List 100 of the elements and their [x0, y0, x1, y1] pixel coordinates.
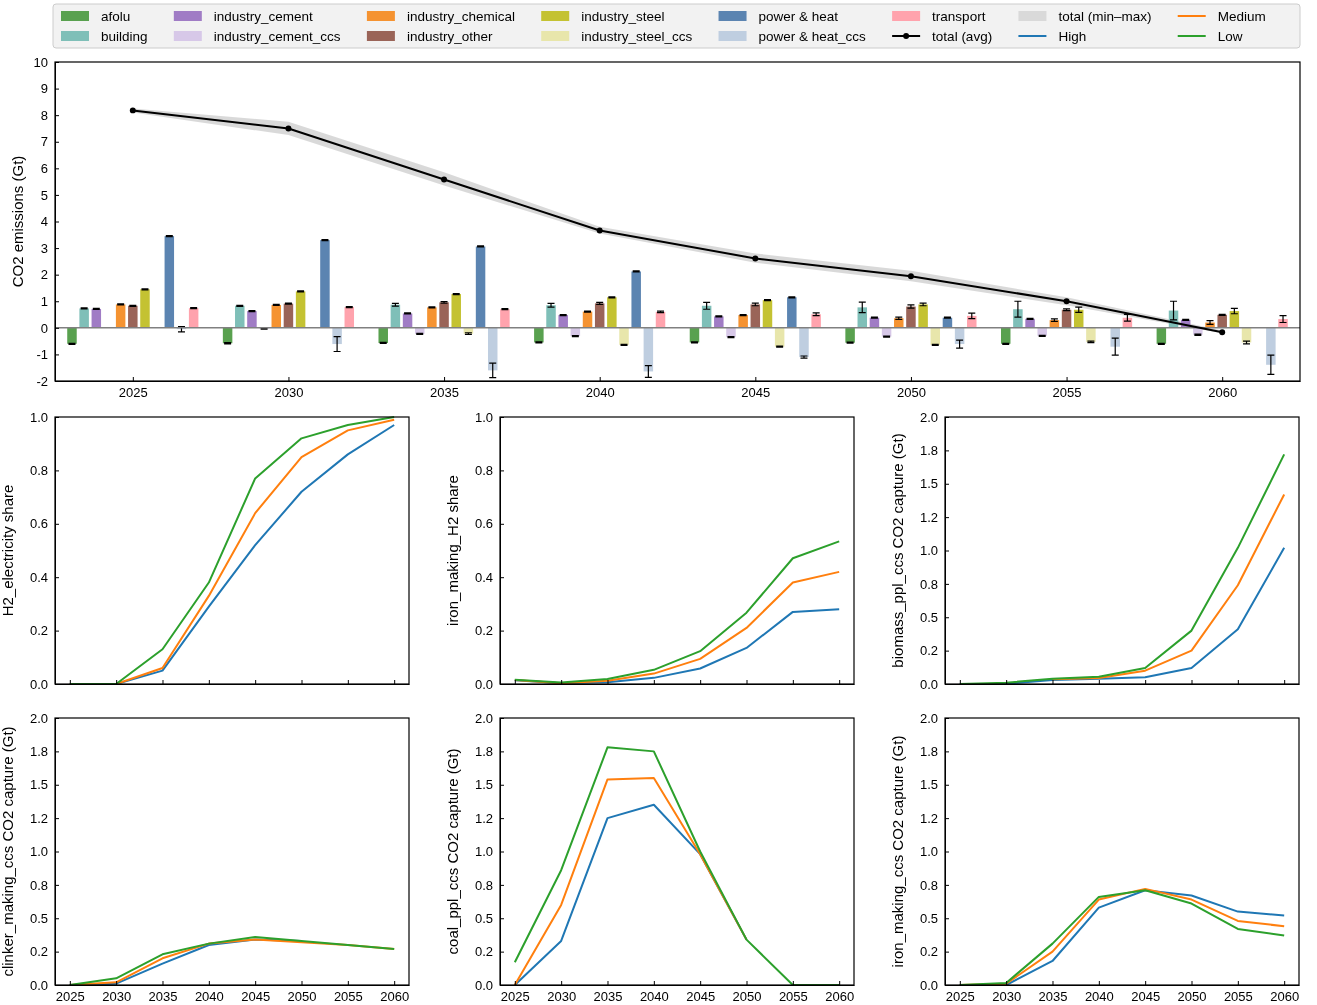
x-tick-label: 2055: [778, 989, 808, 1005]
y-tick-label: 0.5: [919, 910, 938, 926]
y-tick-label: 1.0: [29, 409, 48, 425]
y-axis-title: clinker_making_ccs CO2 capture (Gt): [0, 726, 16, 977]
x-tick-label: 2050: [732, 989, 762, 1005]
legend-label: industry_chemical: [406, 9, 515, 24]
x-tick-label: 2050: [1177, 989, 1207, 1005]
x-tick-label: 2040: [639, 989, 669, 1005]
legend-label: total (min–max): [1058, 9, 1152, 24]
x-tick-label: 2045: [686, 989, 716, 1005]
x-tick-label: 2035: [1038, 989, 1068, 1005]
y-tick-label: 4: [40, 214, 48, 230]
y-tick-label: 0.2: [474, 623, 493, 639]
y-tick-label: 0.5: [29, 910, 48, 926]
legend-label: total (avg): [932, 29, 993, 44]
y-axis-title: coal_ppl_ccs CO2 capture (Gt): [444, 748, 461, 955]
y-tick-label: 2.0: [29, 710, 48, 726]
y-tick-label: 1.5: [474, 777, 493, 793]
y-tick-label: 0.0: [474, 676, 493, 692]
x-tick-label: 2040: [1084, 989, 1114, 1005]
x-tick-label: 2030: [992, 989, 1022, 1005]
y-tick-label: 0.2: [919, 643, 938, 659]
y-tick-label: 1.5: [29, 777, 48, 793]
y-tick-label: 0.6: [474, 516, 493, 532]
y-tick-label: 1.0: [474, 844, 493, 860]
y-tick-label: 1.0: [919, 844, 938, 860]
y-tick-label: 9: [40, 81, 48, 97]
x-tick-label: 2030: [547, 989, 577, 1005]
legend-label: industry_steel: [581, 9, 665, 24]
x-tick-label: 2050: [287, 989, 317, 1005]
x-tick-label: 2025: [55, 989, 85, 1005]
legend-label: industry_cement: [213, 9, 314, 24]
y-tick-label: 1.8: [474, 744, 493, 760]
y-tick-label: 2.0: [919, 710, 938, 726]
x-tick-label: 2035: [148, 989, 178, 1005]
y-axis-title: biomass_ppl_ccs CO2 capture (Gt): [889, 433, 906, 668]
legend-label: Medium: [1217, 9, 1266, 24]
y-tick-label: 1.2: [919, 810, 938, 826]
y-tick-label: 0.2: [29, 623, 48, 639]
y-tick-label: 1.8: [29, 744, 48, 760]
y-tick-label: 10: [33, 54, 48, 70]
legend-label: industry_cement_ccs: [213, 29, 341, 44]
y-tick-label: 7: [40, 134, 48, 150]
y-tick-label: 1.2: [474, 810, 493, 826]
y-tick-label: 6: [40, 160, 48, 176]
x-tick-label: 2040: [194, 989, 224, 1005]
x-tick-label: 2055: [1223, 989, 1253, 1005]
y-tick-label: 0.6: [29, 516, 48, 532]
y-tick-label: 0.0: [919, 977, 938, 993]
y-tick-label: 0.2: [919, 944, 938, 960]
y-tick-label: 0.8: [29, 877, 48, 893]
y-tick-label: 1.8: [919, 443, 938, 459]
x-tick-label: 2035: [430, 385, 460, 401]
y-tick-label: 1.0: [919, 543, 938, 559]
x-tick-label: 2060: [1208, 385, 1238, 401]
x-tick-label: 2045: [241, 989, 271, 1005]
y-tick-label: 1.0: [474, 409, 493, 425]
y-tick-label: 3: [40, 240, 48, 256]
y-tick-label: 1.2: [29, 810, 48, 826]
x-tick-label: 2050: [896, 385, 926, 401]
y-tick-label: 1.5: [919, 777, 938, 793]
y-tick-label: 0.8: [919, 877, 938, 893]
y-tick-label: 1.5: [919, 476, 938, 492]
x-tick-label: 2055: [1052, 385, 1082, 401]
y-tick-label: 0.0: [29, 676, 48, 692]
y-tick-label: 0.8: [29, 463, 48, 479]
y-tick-label: 2.0: [919, 409, 938, 425]
y-tick-label: 0.2: [29, 944, 48, 960]
y-tick-label: 1.2: [919, 509, 938, 525]
y-tick-label: 0.0: [919, 676, 938, 692]
x-tick-label: 2060: [825, 989, 855, 1005]
y-tick-label: 1.0: [29, 844, 48, 860]
x-tick-label: 2060: [380, 989, 410, 1005]
y-tick-label: 0.4: [474, 569, 493, 585]
y-tick-label: 2.0: [474, 710, 493, 726]
y-tick-label: -1: [36, 347, 48, 363]
legend-label: building: [101, 29, 148, 44]
legend-label: industry_steel_ccs: [581, 29, 693, 44]
legend-label: transport: [932, 9, 986, 24]
y-tick-label: 0.8: [919, 576, 938, 592]
y-axis-title: iron_making_ccs CO2 capture (Gt): [889, 735, 906, 968]
legend-label: Low: [1217, 29, 1243, 44]
legend-label: power & heat: [758, 9, 839, 24]
y-tick-label: -2: [36, 373, 48, 389]
y-tick-label: 0.0: [474, 977, 493, 993]
x-tick-label: 2040: [585, 385, 615, 401]
y-tick-label: 2: [40, 267, 48, 283]
x-tick-label: 2025: [500, 989, 530, 1005]
y-tick-label: 0.5: [474, 910, 493, 926]
y-tick-label: 1.8: [919, 744, 938, 760]
x-tick-label: 2060: [1270, 989, 1300, 1005]
y-axis-title: iron_making_H2 share: [444, 475, 461, 626]
y-tick-label: 0.0: [29, 977, 48, 993]
y-tick-label: 0.8: [474, 877, 493, 893]
y-tick-label: 0.8: [474, 463, 493, 479]
y-tick-label: 0.4: [29, 569, 48, 585]
x-tick-label: 2030: [274, 385, 304, 401]
x-tick-label: 2045: [741, 385, 771, 401]
y-tick-label: 8: [40, 107, 48, 123]
x-tick-label: 2055: [333, 989, 363, 1005]
